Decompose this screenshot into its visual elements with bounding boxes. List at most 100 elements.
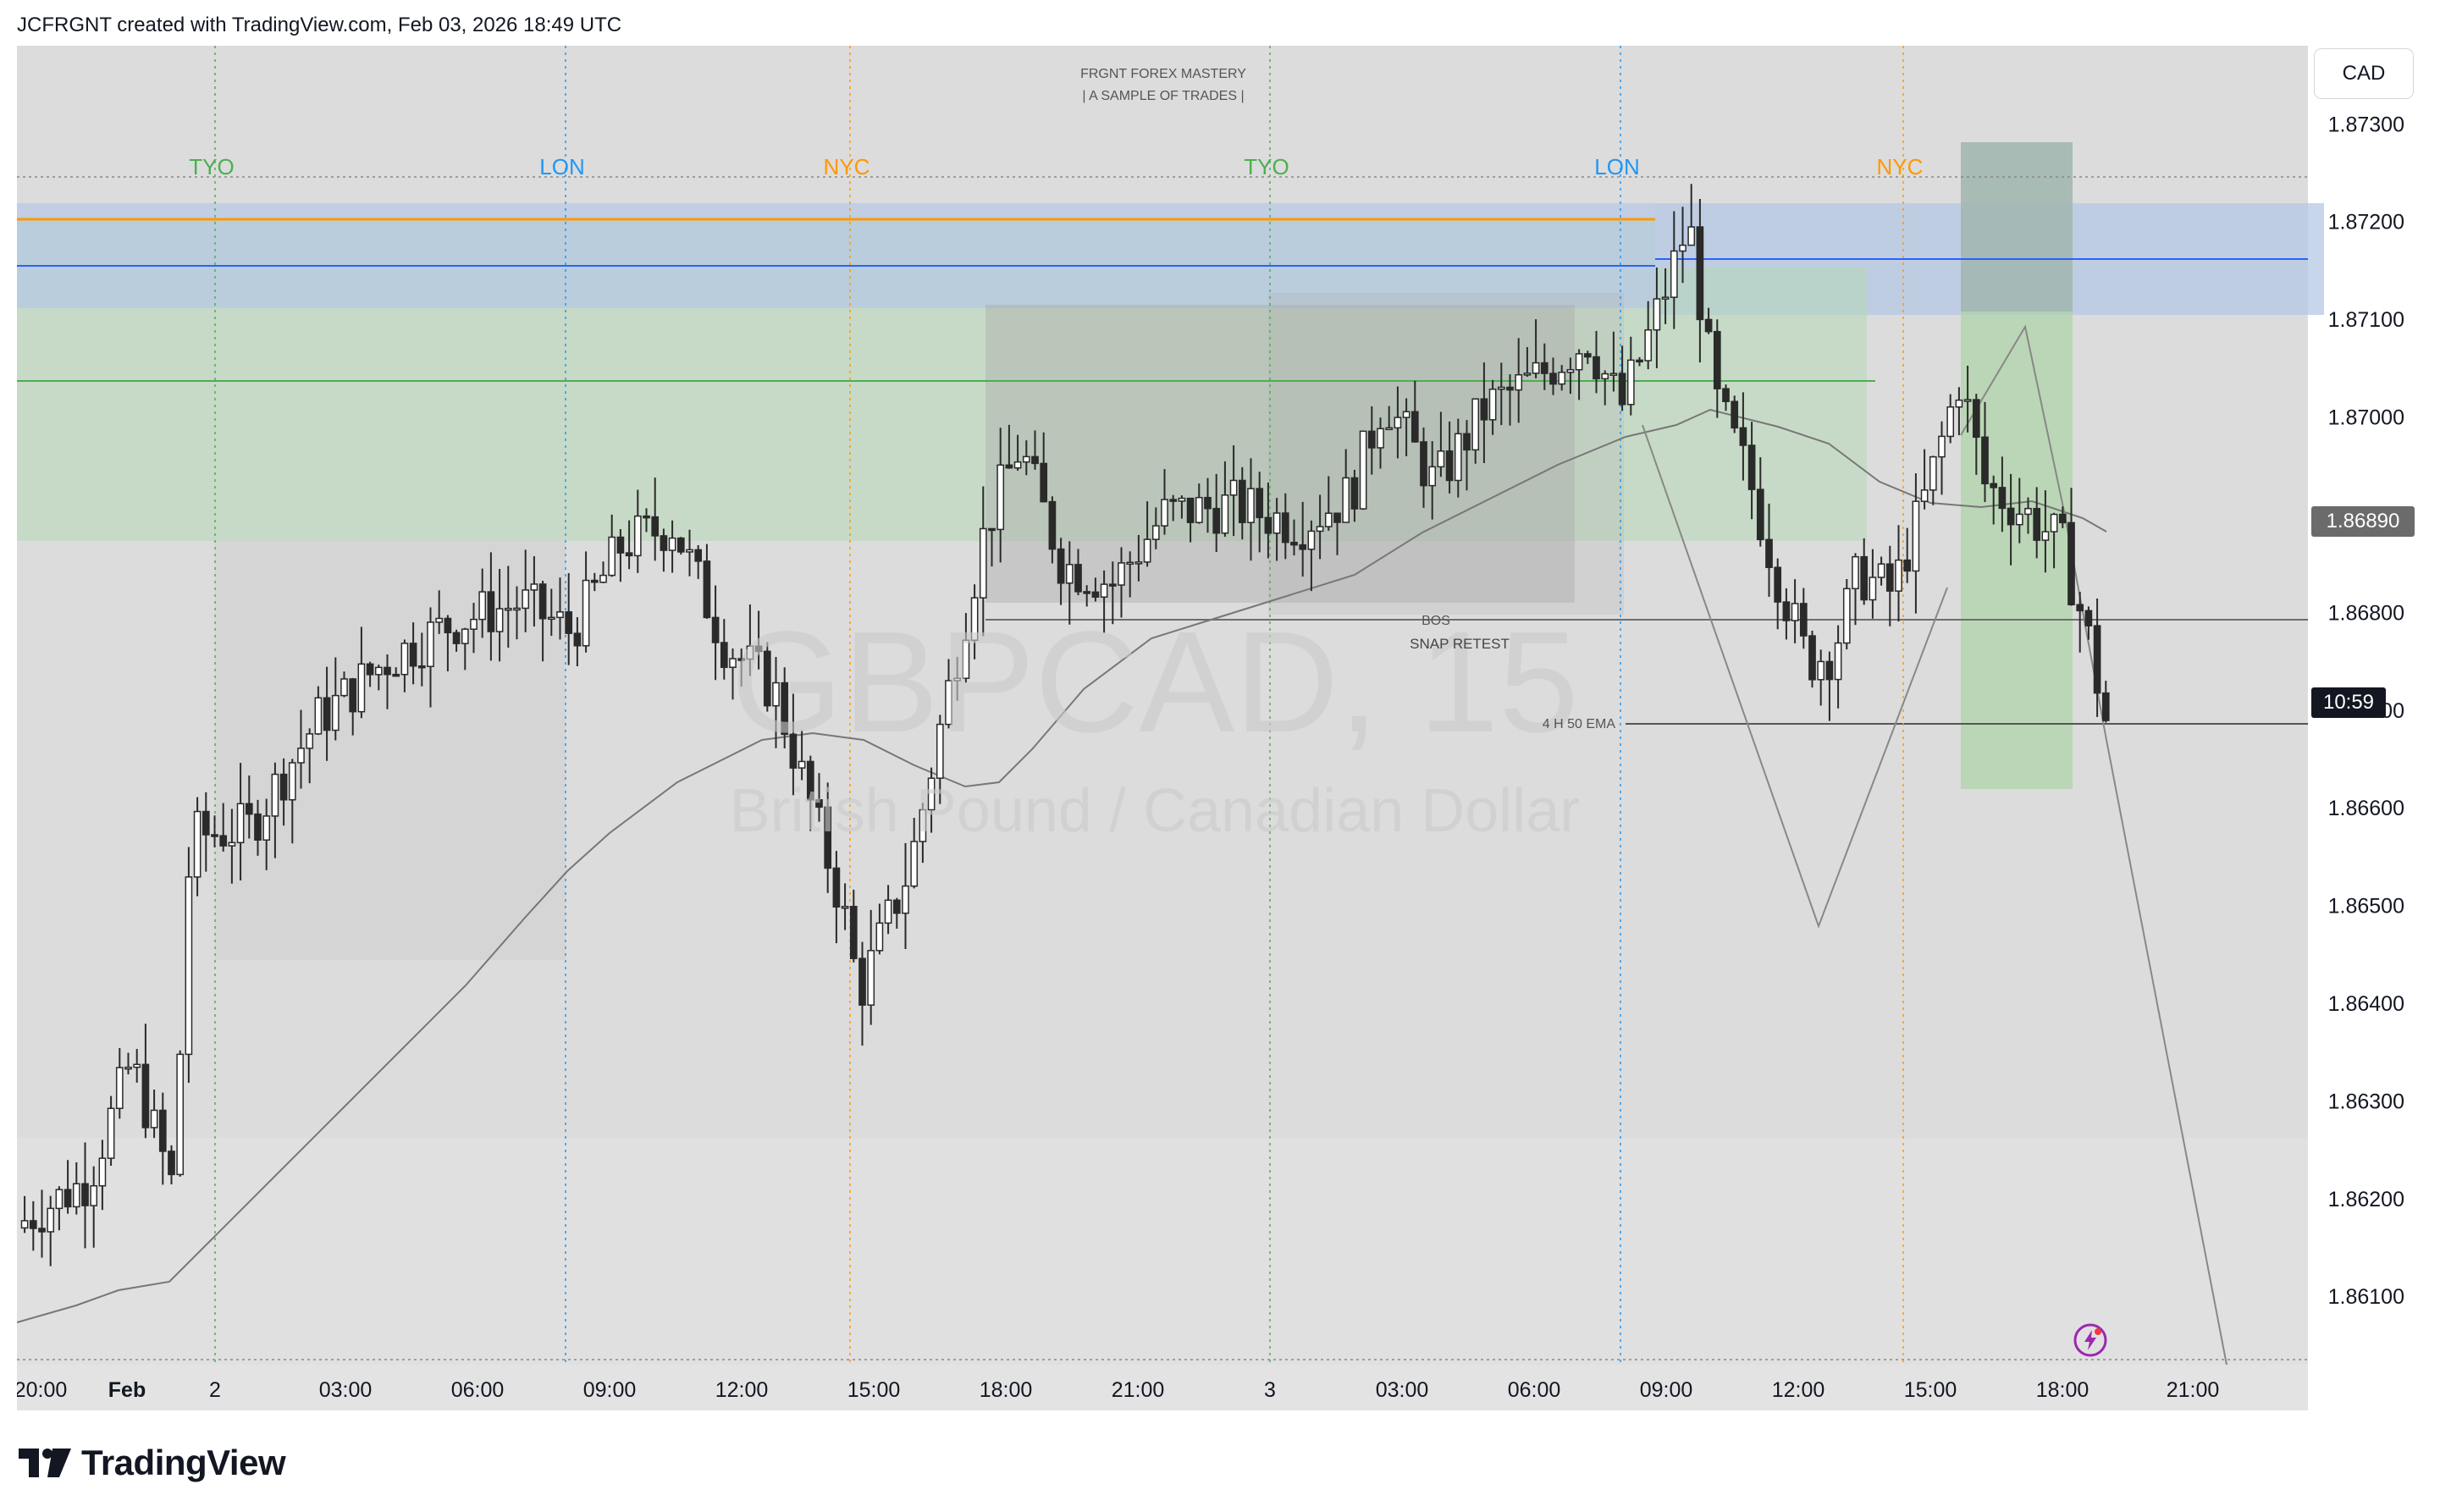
candle-body: [2101, 692, 2110, 721]
candle-body: [158, 1109, 167, 1152]
candle-body: [81, 1183, 89, 1206]
candle-body: [271, 773, 279, 817]
candle-body: [1437, 450, 1445, 468]
candle-body: [798, 760, 806, 769]
candle-body: [686, 549, 693, 553]
tradingview-logo[interactable]: TradingView: [19, 1439, 286, 1487]
consolidation-box: [985, 305, 1575, 603]
time-tick-label: 03:00: [319, 1378, 373, 1402]
price-tick-label: 1.86400: [2328, 992, 2404, 1016]
candle-body: [366, 663, 374, 676]
time-tick-label: 15:00: [1904, 1378, 1957, 1402]
candle-body: [1575, 353, 1583, 371]
candle-body: [789, 733, 798, 769]
time-tick-label: 09:00: [1640, 1378, 1693, 1402]
candle-body: [1445, 450, 1454, 482]
candle-body: [470, 618, 478, 630]
candle-body: [1264, 516, 1272, 534]
candle-body: [236, 803, 245, 844]
candle-body: [945, 680, 952, 726]
candle-body: [2058, 513, 2067, 524]
candle-body: [676, 537, 685, 553]
candle-body: [1342, 477, 1350, 523]
candle-body: [107, 1107, 115, 1159]
candle-body: [150, 1109, 158, 1128]
price-tick-label: 1.86100: [2328, 1285, 2404, 1309]
candle-body: [1065, 564, 1074, 584]
candle-body: [858, 957, 866, 1006]
trade-risk-zone: [1961, 142, 2073, 312]
candle-body: [314, 697, 323, 735]
session-label: NYC: [824, 154, 870, 179]
candle-body: [1532, 361, 1540, 374]
time-axis-background: [17, 1365, 2308, 1410]
candle-body: [1256, 488, 1264, 519]
candle-body: [1895, 559, 1902, 592]
candle-body: [444, 617, 452, 634]
candle-body: [1713, 330, 1721, 389]
candle-body: [1454, 433, 1462, 482]
time-tick-label: 21:00: [1112, 1378, 1165, 1402]
price-tick-label: 1.87000: [2328, 406, 2404, 430]
candle-body: [2007, 507, 2015, 526]
price-tick-label: 1.86300: [2328, 1090, 2404, 1113]
price-tick-label: 1.86600: [2328, 797, 2404, 820]
candle-body: [254, 813, 262, 841]
candle-body: [1515, 373, 1523, 391]
candle-body: [374, 666, 383, 676]
candle-body: [1299, 544, 1307, 550]
candle-body: [884, 899, 892, 924]
candle-body: [1143, 538, 1151, 563]
ema-line: [17, 408, 2107, 1323]
candle-body: [1938, 435, 1946, 458]
session-label: TYO: [189, 154, 234, 179]
candle-body: [168, 1151, 175, 1176]
projection-line-2: [1960, 324, 2227, 1366]
candle-body: [1048, 500, 1057, 550]
candle-body: [409, 643, 417, 667]
candle-body: [228, 842, 236, 847]
ema-label: 4 H 50 EMA: [1543, 717, 1616, 731]
candlestick-chart[interactable]: TYO LON NYC TYO LON NYC GBPCAD, 15 British Poun…: [17, 46, 2423, 1410]
candle-body: [1885, 563, 1894, 592]
candle-body: [832, 867, 841, 908]
candle-body: [1791, 603, 1799, 621]
candle-body: [357, 663, 366, 713]
session-label: NYC: [1877, 154, 1924, 179]
candle-body: [720, 642, 728, 669]
candle-body: [133, 1063, 141, 1068]
flash-icon[interactable]: [2073, 1322, 2108, 1358]
candle-body: [2093, 625, 2101, 694]
candle-body: [1118, 562, 1125, 586]
candle-body: [1661, 296, 1670, 300]
candle-body: [1324, 512, 1333, 527]
candle-body: [996, 464, 1005, 531]
currency-selector[interactable]: CAD: [2315, 49, 2413, 98]
candle-body: [1350, 477, 1359, 510]
candle-body: [331, 694, 340, 731]
time-tick-label: 18:00: [2036, 1378, 2089, 1402]
candle-body: [1782, 601, 1791, 621]
candle-body: [1031, 455, 1039, 465]
lower-zone: [17, 1138, 2308, 1365]
candle-body: [1842, 588, 1851, 644]
candle-body: [1377, 428, 1384, 449]
candle-body: [867, 950, 875, 1006]
candle-body: [1558, 372, 1566, 385]
candle-body: [211, 834, 218, 837]
candle-body: [1212, 507, 1221, 534]
candle-body: [452, 632, 461, 644]
candle-body: [513, 607, 521, 611]
snap-retest-label: SNAP RETEST: [1410, 636, 1510, 652]
candle-body: [262, 815, 271, 841]
candle-body: [625, 552, 633, 557]
candle-body: [487, 591, 495, 632]
candle-body: [1817, 660, 1825, 681]
last-price-label: 1.86890: [2311, 506, 2415, 537]
candle-body: [201, 810, 210, 836]
candle-body: [306, 733, 314, 749]
candle-body: [772, 682, 780, 707]
candle-body: [1307, 530, 1316, 550]
chart-area[interactable]: TYO LON NYC TYO LON NYC GBPCAD, 15 British Poun…: [17, 46, 2423, 1410]
candle-body: [1860, 555, 1869, 601]
